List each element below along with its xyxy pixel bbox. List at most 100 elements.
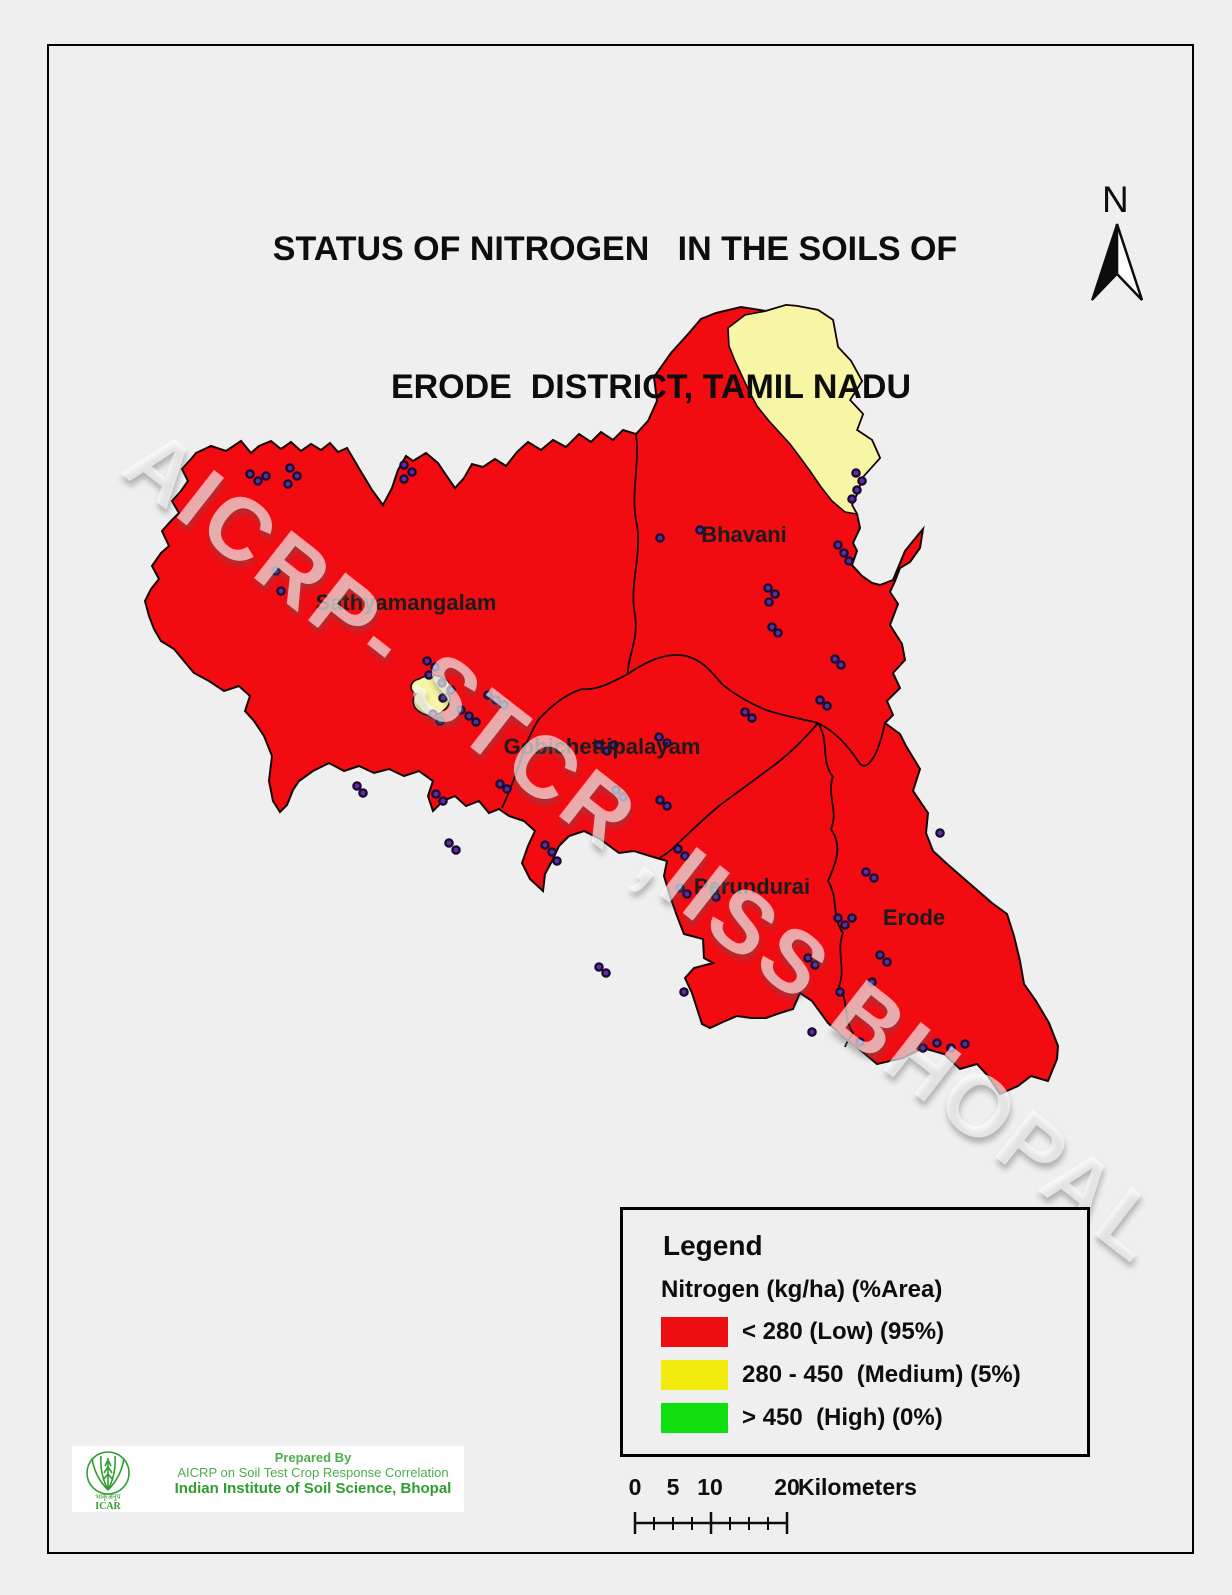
sample-point	[803, 953, 813, 963]
sample-point	[767, 622, 777, 632]
sample-point	[851, 468, 861, 478]
sample-point	[594, 962, 604, 972]
region-label-gobichettipalayam: Gobichettipalayam	[504, 734, 701, 759]
sample-point	[740, 707, 750, 717]
sample-point	[424, 670, 434, 680]
sample-point	[839, 548, 849, 558]
sample-point	[456, 705, 466, 715]
sample-point	[675, 883, 685, 893]
sample-point	[935, 828, 945, 838]
sample-point	[815, 695, 825, 705]
taluk-boundary-sathya-bhavani	[627, 433, 640, 675]
sample-point	[435, 716, 445, 726]
sample-point	[847, 494, 857, 504]
sample-point	[552, 856, 562, 866]
taluk-boundary-gobi-perundurai	[659, 722, 819, 858]
sample-point	[861, 867, 871, 877]
sample-point	[679, 987, 689, 997]
scale-bar-rule	[633, 1512, 789, 1534]
icar-logo: भाकृअनुप ICAR	[86, 1451, 130, 1512]
sample-point	[882, 957, 892, 967]
sample-point	[601, 968, 611, 978]
sample-point	[852, 485, 862, 495]
sample-point	[399, 460, 409, 470]
sample-point	[276, 586, 286, 596]
sample-point	[918, 1043, 928, 1053]
region-label-erode: Erode	[883, 905, 945, 930]
scale-bar-labels: 0 5 10 20 Kilometers	[620, 1474, 960, 1500]
page-title: STATUS OF NITROGEN IN THE SOILS OF ERODE…	[105, 134, 1125, 502]
scale-tick-label-5: 5	[666, 1474, 680, 1500]
sample-point	[830, 654, 840, 664]
legend-title: Legend	[663, 1230, 763, 1261]
credits-block: भाकृअनुप ICAR Prepared By AICRP on Soil …	[72, 1446, 464, 1512]
sample-point	[444, 838, 454, 848]
title-line-1: STATUS OF NITROGEN IN THE SOILS OF	[272, 230, 958, 268]
sample-point	[428, 709, 438, 719]
sample-point	[437, 678, 447, 688]
sample-point	[271, 566, 281, 576]
sample-point	[807, 1027, 817, 1037]
scale-unit-label: Kilometers	[798, 1474, 917, 1500]
legend-item-medium: 280 - 450 (Medium) (5%)	[661, 1359, 1087, 1390]
icar-logo-text: ICAR	[95, 1501, 121, 1512]
sample-point	[502, 784, 512, 794]
sample-point	[602, 746, 612, 756]
soil-sample-points	[245, 460, 970, 1053]
legend-label-low: < 280 (Low) (95%)	[742, 1317, 945, 1345]
credits-line-3: Indian Institute of Soil Science, Bhopal	[174, 1480, 452, 1497]
north-arrow-left-half	[1091, 223, 1118, 301]
sample-point	[547, 847, 557, 857]
sample-point	[261, 471, 271, 481]
sample-point	[285, 463, 295, 473]
legend-subtitle: Nitrogen (kg/ha) (%Area)	[661, 1276, 943, 1303]
sample-point	[283, 479, 293, 489]
sample-point	[292, 471, 302, 481]
legend-swatch-medium	[661, 1359, 728, 1390]
scale-tick-label-10: 10	[697, 1474, 723, 1500]
taluk-boundary-gobi-west	[501, 673, 629, 809]
sample-point	[763, 583, 773, 593]
taluk-labels: Bhavani Sathyamangalam Gobichettipalayam Pe…	[316, 522, 946, 930]
sample-point	[662, 738, 672, 748]
credits-text: Prepared By AICRP on Soil Test Crop Resp…	[168, 1450, 458, 1497]
sample-point	[655, 795, 665, 805]
sample-point	[764, 597, 774, 607]
sample-point	[253, 476, 263, 486]
sample-point	[399, 474, 409, 484]
sample-point	[867, 977, 877, 987]
sample-point	[431, 789, 441, 799]
sample-point	[446, 685, 456, 695]
legend-swatch-high	[661, 1402, 728, 1433]
legend-item-high: > 450 (High) (0%)	[661, 1402, 1087, 1433]
sample-point	[711, 892, 721, 902]
legend-label-high: > 450 (High) (0%)	[742, 1403, 943, 1431]
sample-point	[611, 785, 621, 795]
sample-point	[833, 913, 843, 923]
sample-point	[655, 533, 665, 543]
sample-point	[747, 713, 757, 723]
sample-point	[654, 732, 664, 742]
sample-point	[673, 844, 683, 854]
legend-item-low: < 280 (Low) (95%)	[661, 1316, 1087, 1347]
sample-point	[682, 889, 692, 899]
taluk-boundary-gobi-north	[627, 654, 819, 724]
sample-point	[495, 779, 505, 789]
sample-point	[835, 987, 845, 997]
sample-point	[540, 840, 550, 850]
sample-point	[810, 960, 820, 970]
legend-label-medium: 280 - 450 (Medium) (5%)	[742, 1360, 1021, 1388]
sample-point	[438, 693, 448, 703]
sample-point	[471, 717, 481, 727]
sample-point	[438, 796, 448, 806]
scale-tick-label-20: 20	[774, 1474, 800, 1500]
sample-point	[358, 788, 368, 798]
sample-point	[844, 556, 854, 566]
sample-point	[662, 801, 672, 811]
sample-point	[822, 701, 832, 711]
region-label-bhavani: Bhavani	[701, 522, 787, 547]
legend-swatch-low	[661, 1316, 728, 1347]
svg-text:भाकृअनुप: भाकृअनुप	[95, 1493, 121, 1501]
